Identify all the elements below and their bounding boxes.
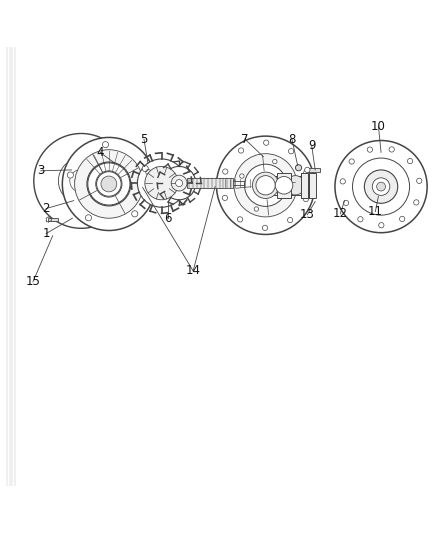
Text: 15: 15 [25,276,40,288]
Circle shape [263,140,268,146]
Text: 1: 1 [42,227,50,240]
Circle shape [262,225,267,230]
Circle shape [378,223,383,228]
Bar [48,218,58,221]
Text: 11: 11 [367,205,382,218]
Text: 4: 4 [96,146,104,159]
Bar [300,173,307,198]
Circle shape [367,147,372,152]
Circle shape [288,149,293,154]
Circle shape [67,172,73,178]
Circle shape [34,133,128,228]
Circle shape [175,180,182,187]
Circle shape [352,158,409,215]
Circle shape [237,217,242,222]
Circle shape [131,211,138,217]
Circle shape [303,196,308,201]
Bar [187,178,232,188]
Circle shape [238,148,243,153]
Circle shape [255,176,275,195]
Circle shape [222,169,227,174]
Text: 5: 5 [140,133,147,146]
Circle shape [102,177,116,191]
Bar [276,173,290,198]
Circle shape [233,154,297,217]
Circle shape [348,159,353,164]
Circle shape [339,179,345,184]
Text: 10: 10 [370,119,385,133]
Circle shape [95,171,122,197]
Circle shape [376,182,385,191]
Circle shape [101,176,117,192]
Circle shape [272,159,276,164]
Circle shape [286,192,291,197]
Circle shape [85,215,92,221]
Circle shape [304,167,309,173]
Circle shape [244,164,286,206]
Circle shape [75,175,87,187]
Circle shape [171,175,187,191]
Circle shape [275,176,292,194]
Circle shape [416,178,421,183]
Bar [307,168,320,172]
Circle shape [162,166,195,200]
Circle shape [88,163,130,205]
Circle shape [334,141,426,233]
Circle shape [364,170,397,203]
Circle shape [252,172,278,198]
Bar [308,173,315,198]
Text: 14: 14 [185,264,200,277]
Circle shape [371,178,389,196]
Text: 7: 7 [240,133,248,146]
Text: 3: 3 [37,164,44,177]
Text: 12: 12 [332,207,347,220]
Circle shape [388,147,393,152]
Circle shape [406,158,412,164]
Circle shape [144,168,152,176]
Circle shape [343,200,348,206]
Circle shape [142,166,148,172]
Text: 6: 6 [164,212,172,225]
Circle shape [287,217,292,223]
Text: 9: 9 [307,139,315,152]
Circle shape [137,159,185,207]
Circle shape [74,150,143,218]
Circle shape [239,174,244,178]
Circle shape [399,216,404,222]
Circle shape [216,136,314,235]
Circle shape [285,176,304,195]
Circle shape [102,142,108,148]
Text: 8: 8 [288,133,295,146]
Circle shape [357,216,362,222]
Circle shape [145,166,178,200]
Circle shape [96,172,121,196]
Circle shape [413,200,418,205]
Circle shape [62,138,155,230]
Circle shape [222,195,227,200]
Circle shape [254,207,258,211]
Circle shape [303,170,308,175]
Circle shape [295,165,301,171]
Text: 2: 2 [42,202,50,215]
Circle shape [68,168,94,194]
Text: 13: 13 [299,208,314,221]
